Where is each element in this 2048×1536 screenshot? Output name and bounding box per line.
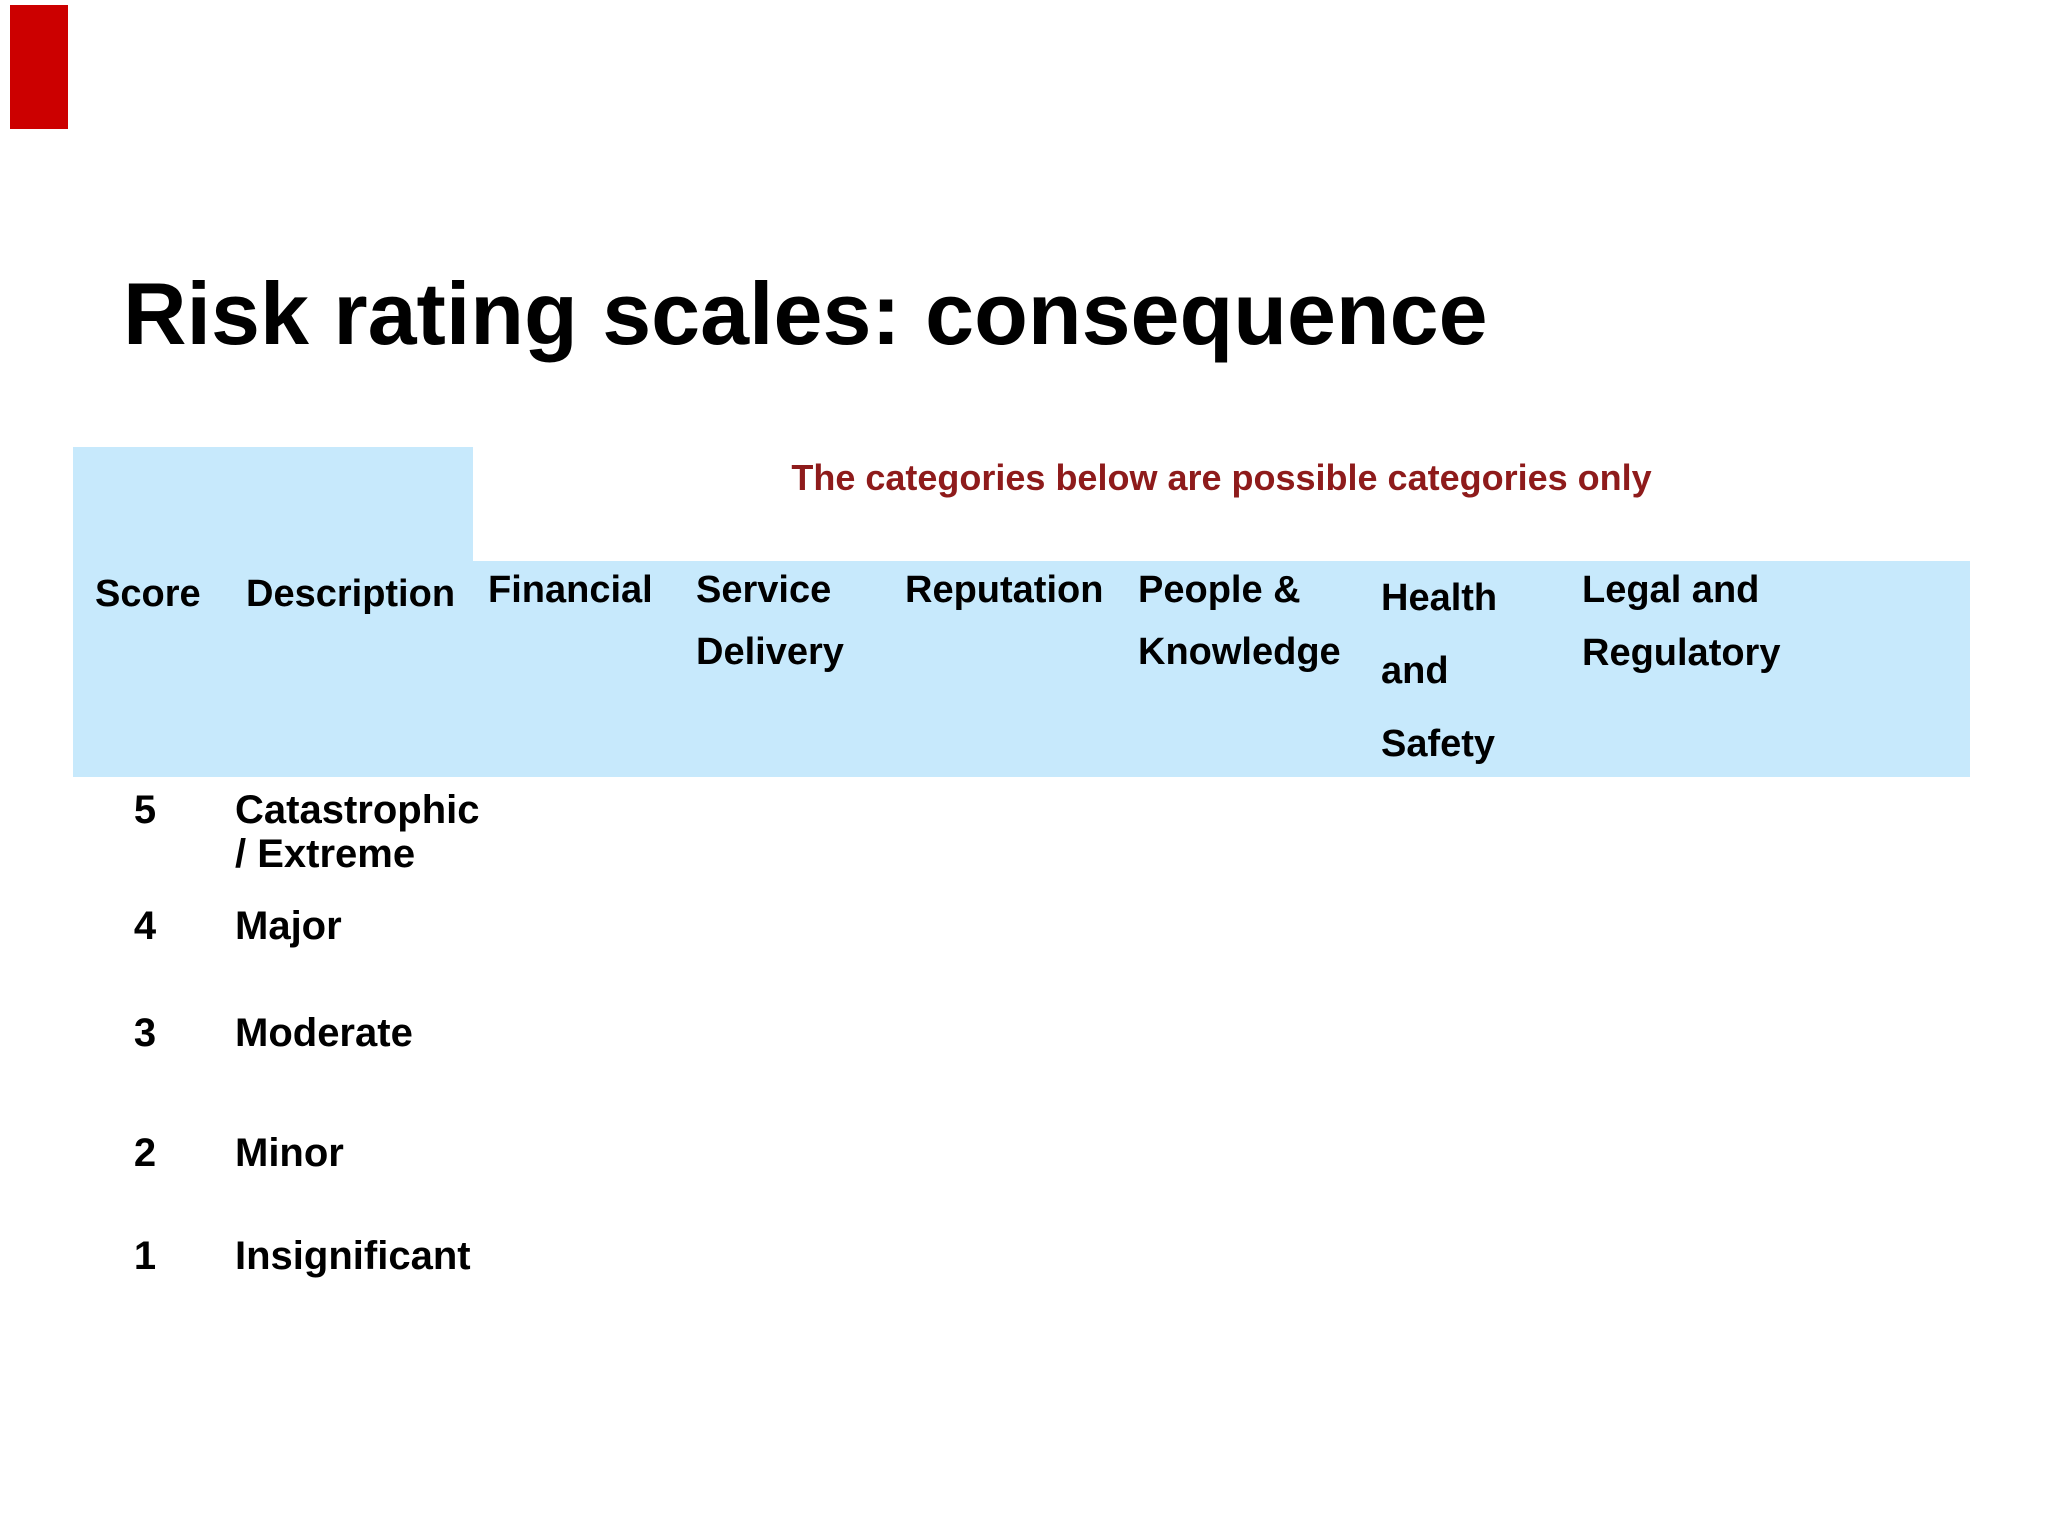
description-line: Major bbox=[235, 904, 342, 948]
description-value: Insignificant bbox=[235, 1234, 471, 1278]
header-line: Health bbox=[1381, 577, 1498, 619]
description-value: Minor bbox=[235, 1131, 344, 1175]
header-line: Delivery bbox=[696, 631, 844, 673]
description-line: Insignificant bbox=[235, 1234, 471, 1278]
header-line: Reputation bbox=[905, 569, 1104, 611]
column-header-reputation: Reputation bbox=[905, 559, 1103, 621]
header-line: Legal and bbox=[1582, 569, 1760, 611]
header-line: Service bbox=[696, 569, 832, 611]
column-header-legal-regulatory: Legal and Regulatory bbox=[1582, 559, 1780, 685]
header-line: Knowledge bbox=[1138, 631, 1341, 673]
header-line: and bbox=[1381, 650, 1449, 692]
score-value: 4 bbox=[133, 904, 157, 948]
description-line: / Extreme bbox=[235, 832, 416, 876]
column-header-financial: Financial bbox=[488, 559, 653, 621]
description-line: Catastrophic bbox=[235, 788, 480, 832]
description-line: Moderate bbox=[235, 1011, 413, 1055]
score-value: 5 bbox=[133, 788, 157, 832]
column-header-health-safety: Health and Safety bbox=[1381, 562, 1497, 781]
column-header-people-knowledge: People & Knowledge bbox=[1138, 559, 1341, 683]
description-value: Moderate bbox=[235, 1011, 413, 1055]
header-line: People & bbox=[1138, 569, 1301, 611]
description-line: Minor bbox=[235, 1131, 344, 1175]
red-accent-bar bbox=[10, 5, 68, 129]
column-header-score: Score bbox=[95, 573, 201, 615]
table-header-tab-background bbox=[73, 447, 473, 777]
categories-note: The categories below are possible catego… bbox=[791, 457, 1652, 498]
page-title: Risk rating scales: consequence bbox=[123, 264, 1488, 363]
description-value: Catastrophic / Extreme bbox=[235, 788, 480, 876]
score-value: 3 bbox=[133, 1011, 157, 1055]
score-value: 1 bbox=[133, 1234, 157, 1278]
description-value: Major bbox=[235, 904, 342, 948]
table-header-band-background bbox=[473, 561, 1970, 777]
header-line: Safety bbox=[1381, 723, 1496, 765]
header-line: Regulatory bbox=[1582, 632, 1781, 674]
header-line: Financial bbox=[488, 569, 653, 611]
column-header-service-delivery: Service Delivery bbox=[696, 559, 844, 683]
score-value: 2 bbox=[133, 1131, 157, 1175]
column-header-description: Description bbox=[246, 573, 456, 615]
